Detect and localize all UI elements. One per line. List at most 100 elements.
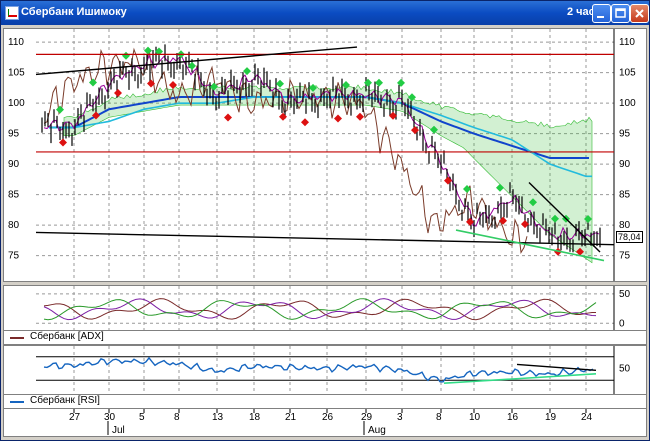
price-y-tick-right: 95 bbox=[619, 129, 631, 140]
window-title: Сбербанк Ишимоку bbox=[21, 6, 127, 18]
x-axis-svg: 27 30 5 8 13 18 21 26 29 3 8 10 16 19 24 Jul Aug bbox=[69, 409, 593, 436]
rsi-legend-swatch bbox=[10, 401, 24, 403]
sell-signal bbox=[466, 217, 474, 226]
buy-signal bbox=[408, 93, 416, 102]
sell-signal bbox=[59, 138, 67, 147]
adx-y-tick: 0 bbox=[619, 318, 625, 329]
buy-signal bbox=[276, 79, 284, 88]
adx-panel[interactable]: 50 0 bbox=[3, 285, 647, 331]
buy-signal bbox=[463, 184, 471, 193]
x-tick-label: 16 bbox=[507, 412, 519, 423]
minimize-button[interactable] bbox=[592, 4, 611, 23]
x-tick-label: 8 bbox=[436, 412, 442, 423]
buy-signal bbox=[529, 198, 537, 207]
rsi-panel[interactable]: 50 bbox=[3, 345, 647, 395]
sell-signal bbox=[499, 216, 507, 225]
x-tick-label: 18 bbox=[249, 412, 261, 423]
adx-legend-swatch bbox=[10, 337, 24, 339]
title-bar[interactable]: Сбербанк Ишимоку 2 часа bbox=[1, 1, 649, 25]
month-label: Jul bbox=[112, 425, 125, 436]
sell-signal bbox=[224, 113, 232, 122]
sell-signal bbox=[114, 88, 122, 97]
sell-signal bbox=[169, 80, 177, 89]
down-trend-line bbox=[528, 181, 601, 253]
sell-signal bbox=[92, 111, 100, 120]
rsi-grid bbox=[36, 346, 615, 394]
x-tick-label: 5 bbox=[139, 412, 145, 423]
price-y-tick-left: 110 bbox=[8, 37, 24, 48]
close-button[interactable] bbox=[630, 4, 649, 23]
maximize-button[interactable] bbox=[611, 4, 630, 23]
adx-legend-label: Сбербанк [ADX] bbox=[30, 331, 104, 342]
rsi-line bbox=[43, 356, 594, 383]
buy-signal bbox=[243, 67, 251, 76]
buy-signal bbox=[56, 105, 64, 114]
sell-signal bbox=[301, 118, 309, 127]
minimize-icon bbox=[597, 16, 604, 18]
signal-markers bbox=[56, 46, 592, 256]
green-support-line bbox=[455, 229, 605, 262]
x-tick-label: 13 bbox=[212, 412, 224, 423]
adx-y-tick: 50 bbox=[619, 289, 631, 300]
price-panel[interactable]: 110 110 105 105 100 100 95 95 90 90 85 85 80 80 75 75 7… bbox=[3, 28, 647, 282]
buy-signal bbox=[364, 78, 372, 87]
buy-signal bbox=[144, 46, 152, 55]
buy-signal bbox=[430, 125, 438, 134]
sell-signal bbox=[279, 112, 287, 121]
buy-signal bbox=[309, 83, 317, 92]
rsi-legend-label: Сбербанк [RSI] bbox=[30, 395, 100, 406]
price-y-tick-right: 110 bbox=[619, 37, 635, 48]
buy-signal bbox=[551, 214, 559, 223]
price-y-tick-right: 100 bbox=[619, 98, 636, 109]
price-y-axis: 110 110 105 105 100 100 95 95 90 90 85 85 80 80 75 75 bbox=[8, 37, 636, 262]
sell-signal bbox=[147, 79, 155, 88]
buy-signal bbox=[397, 78, 405, 87]
price-y-tick-left: 80 bbox=[8, 220, 20, 231]
sell-signal bbox=[389, 111, 397, 120]
price-chart[interactable]: 110 110 105 105 100 100 95 95 90 90 85 85 80 80 75 75 bbox=[4, 29, 646, 281]
app-icon bbox=[5, 6, 19, 20]
sell-signal bbox=[444, 176, 452, 185]
x-axis: 27 30 5 8 13 18 21 26 29 3 8 10 16 19 24 Jul Aug bbox=[3, 408, 647, 437]
rsi-resistance-line bbox=[516, 363, 597, 371]
adx-line bbox=[43, 298, 597, 321]
x-tick-label: 21 bbox=[285, 412, 297, 423]
close-icon bbox=[635, 9, 644, 18]
x-tick-label: 19 bbox=[545, 412, 557, 423]
adx-line bbox=[43, 298, 597, 321]
chikou-line bbox=[43, 47, 528, 254]
adx-y-axis: 50 0 bbox=[619, 289, 631, 329]
buy-signal bbox=[155, 47, 163, 56]
sell-signal bbox=[521, 220, 529, 229]
price-y-tick-right: 75 bbox=[619, 251, 631, 262]
buy-signal bbox=[342, 80, 350, 89]
maximize-icon bbox=[615, 8, 626, 18]
price-y-tick-right: 85 bbox=[619, 190, 631, 201]
x-tick-label: 8 bbox=[174, 412, 180, 423]
rsi-chart[interactable]: 50 bbox=[4, 346, 646, 394]
price-y-tick-right: 80 bbox=[619, 220, 631, 231]
x-tick-label: 26 bbox=[322, 412, 334, 423]
rsi-lines bbox=[43, 356, 597, 384]
sell-signal bbox=[576, 247, 584, 256]
x-tick-label: 30 bbox=[104, 412, 116, 423]
rsi-y-axis: 50 bbox=[619, 364, 631, 375]
last-price-label: 78,04 bbox=[616, 231, 643, 244]
price-y-tick-left: 85 bbox=[8, 190, 20, 201]
sell-signal bbox=[411, 126, 419, 135]
support-trend-line bbox=[35, 231, 615, 246]
adx-legend: Сбербанк [ADX] bbox=[3, 330, 647, 345]
month-label: Aug bbox=[368, 425, 386, 436]
x-tick-label: 24 bbox=[581, 412, 593, 423]
adx-line bbox=[43, 298, 597, 321]
price-y-tick-left: 90 bbox=[8, 159, 20, 170]
rsi-legend: Сбербанк [RSI] bbox=[3, 394, 647, 409]
price-bars bbox=[41, 44, 601, 253]
buy-signal bbox=[584, 214, 592, 223]
last-price-value: 78,04 bbox=[618, 232, 641, 243]
adx-chart[interactable]: 50 0 bbox=[4, 286, 646, 330]
sell-signal bbox=[356, 112, 364, 121]
x-tick-label: 3 bbox=[397, 412, 403, 423]
rsi-support-line bbox=[443, 373, 597, 384]
